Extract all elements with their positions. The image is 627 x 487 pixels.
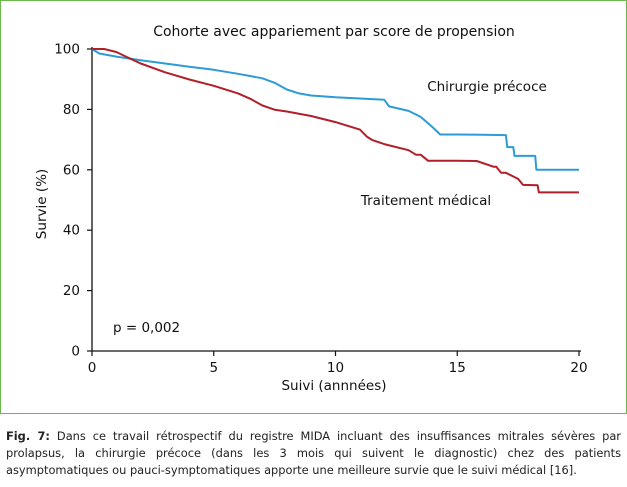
y-tick-label: 80 — [63, 102, 80, 118]
x-tick-label: 10 — [327, 360, 344, 376]
series-label-traitement-medical: Traitement médical — [360, 193, 491, 209]
chart-title: Cohorte avec appariement par score de pr… — [153, 24, 515, 40]
caption-text: Dans ce travail rétrospectif du registre… — [6, 429, 621, 477]
y-tick-label: 20 — [63, 283, 80, 299]
series-layer — [91, 48, 579, 194]
series-line-chirurgie-precoce — [91, 48, 579, 171]
y-axis-label: Survie (%) — [34, 169, 50, 239]
figure-caption: Fig. 7: Dans ce travail rétrospectif du … — [6, 428, 621, 479]
y-tick-label: 60 — [63, 162, 80, 178]
caption-label: Fig. 7: — [6, 429, 50, 443]
series-label-chirurgie-precoce: Chirurgie précoce — [427, 79, 547, 95]
axes: 0 20 40 60 80 100 0 5 10 15 20 — [54, 42, 587, 377]
x-tick-label: 5 — [209, 360, 218, 376]
survival-chart: Cohorte avec appariement par score de pr… — [34, 24, 588, 394]
x-tick-label: 20 — [570, 360, 587, 376]
p-value-annotation: p = 0,002 — [113, 320, 180, 336]
x-tick-label: 15 — [449, 360, 466, 376]
x-tick-label: 0 — [88, 360, 97, 376]
y-tick-label: 40 — [63, 223, 80, 239]
y-tick-label: 0 — [71, 344, 80, 360]
y-tick-label: 100 — [54, 42, 80, 58]
x-axis-label: Suivi (annnées) — [281, 378, 386, 394]
chart-frame: Cohorte avec appariement par score de pr… — [0, 0, 627, 414]
series-line-traitement-medical — [92, 48, 579, 194]
